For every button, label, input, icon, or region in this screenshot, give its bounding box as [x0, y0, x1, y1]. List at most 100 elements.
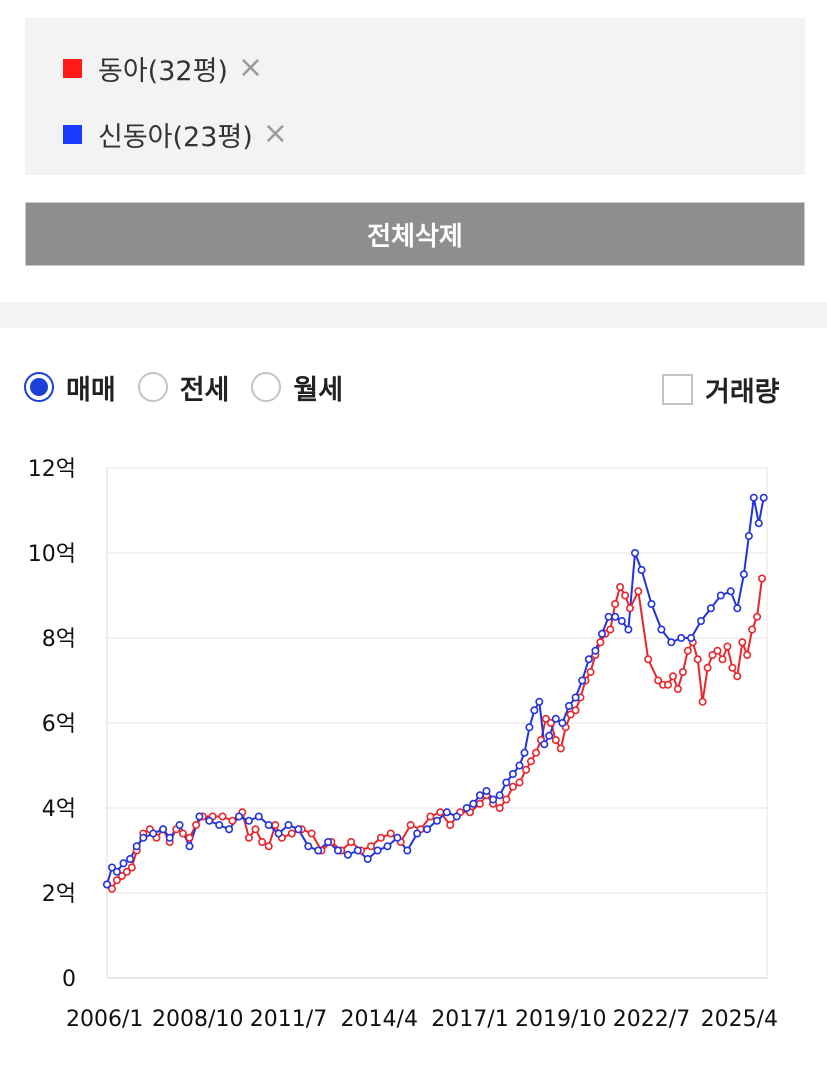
data-point[interactable]: [307, 829, 316, 838]
data-point[interactable]: [525, 723, 534, 732]
data-point[interactable]: [683, 646, 692, 655]
data-point[interactable]: [621, 591, 630, 600]
data-point[interactable]: [258, 837, 267, 846]
data-point[interactable]: [284, 820, 293, 829]
data-point[interactable]: [604, 612, 613, 621]
data-point[interactable]: [606, 625, 615, 634]
data-point[interactable]: [271, 820, 280, 829]
data-point[interactable]: [531, 748, 540, 757]
data-point[interactable]: [713, 646, 722, 655]
data-point[interactable]: [287, 829, 296, 838]
close-icon[interactable]: ×: [237, 50, 264, 85]
data-point[interactable]: [373, 846, 382, 855]
data-point[interactable]: [611, 599, 620, 608]
data-point[interactable]: [522, 765, 531, 774]
data-point[interactable]: [446, 820, 455, 829]
data-point[interactable]: [117, 871, 126, 880]
data-point[interactable]: [571, 693, 580, 702]
data-point[interactable]: [489, 795, 498, 804]
data-point[interactable]: [718, 655, 727, 664]
data-point[interactable]: [663, 680, 672, 689]
data-point[interactable]: [644, 655, 653, 664]
radio-unchecked-icon[interactable]: [137, 372, 168, 402]
data-point[interactable]: [698, 697, 707, 706]
radio-monthly-rent[interactable]: 월세: [251, 368, 343, 407]
data-point[interactable]: [452, 812, 461, 821]
data-point[interactable]: [515, 761, 524, 770]
data-point[interactable]: [696, 616, 705, 625]
data-point[interactable]: [442, 808, 451, 817]
data-point[interactable]: [647, 599, 656, 608]
data-point[interactable]: [546, 718, 555, 727]
data-point[interactable]: [165, 833, 174, 842]
data-point[interactable]: [551, 735, 560, 744]
data-point[interactable]: [175, 820, 184, 829]
data-point[interactable]: [347, 837, 356, 846]
checkbox-icon[interactable]: [662, 374, 693, 405]
volume-label[interactable]: 거래량: [705, 377, 780, 408]
data-point[interactable]: [657, 625, 666, 634]
data-point[interactable]: [127, 863, 136, 872]
data-point[interactable]: [112, 867, 121, 876]
data-point[interactable]: [753, 612, 762, 621]
data-point[interactable]: [673, 684, 682, 693]
data-point[interactable]: [235, 812, 244, 821]
data-point[interactable]: [733, 604, 742, 613]
data-point[interactable]: [668, 672, 677, 681]
data-point[interactable]: [596, 638, 605, 647]
data-point[interactable]: [149, 829, 158, 838]
data-point[interactable]: [244, 816, 253, 825]
data-point[interactable]: [616, 582, 625, 591]
data-point[interactable]: [637, 565, 646, 574]
data-point[interactable]: [475, 799, 484, 808]
data-point[interactable]: [185, 833, 194, 842]
data-point[interactable]: [413, 829, 422, 838]
data-point[interactable]: [343, 850, 352, 859]
data-point[interactable]: [733, 672, 742, 681]
data-point[interactable]: [749, 493, 758, 502]
data-point[interactable]: [739, 570, 748, 579]
data-point[interactable]: [520, 748, 529, 757]
data-point[interactable]: [541, 714, 550, 723]
data-point[interactable]: [744, 531, 753, 540]
data-point[interactable]: [132, 842, 141, 851]
data-point[interactable]: [462, 803, 471, 812]
data-point[interactable]: [432, 816, 441, 825]
data-point[interactable]: [564, 701, 573, 710]
data-point[interactable]: [215, 820, 224, 829]
data-point[interactable]: [748, 625, 757, 634]
radio-checked-icon[interactable]: [24, 372, 54, 402]
data-point[interactable]: [625, 604, 634, 613]
data-point[interactable]: [159, 825, 168, 834]
data-point[interactable]: [436, 808, 445, 817]
data-point[interactable]: [103, 880, 112, 889]
data-point[interactable]: [195, 812, 204, 821]
data-point[interactable]: [634, 587, 643, 596]
data-point[interactable]: [611, 612, 620, 621]
data-point[interactable]: [584, 655, 593, 664]
radio-unchecked-icon[interactable]: [251, 372, 282, 402]
data-point[interactable]: [495, 803, 504, 812]
data-point[interactable]: [578, 676, 587, 685]
radio-sale[interactable]: 매매: [24, 368, 116, 407]
data-point[interactable]: [426, 812, 435, 821]
data-point[interactable]: [366, 842, 375, 851]
data-point[interactable]: [566, 710, 575, 719]
data-point[interactable]: [716, 591, 725, 600]
data-point[interactable]: [264, 842, 273, 851]
data-point[interactable]: [403, 846, 412, 855]
data-point[interactable]: [726, 587, 735, 596]
data-point[interactable]: [743, 650, 752, 659]
data-point[interactable]: [112, 876, 121, 885]
data-point[interactable]: [723, 642, 732, 651]
data-point[interactable]: [667, 638, 676, 647]
radio-jeonse[interactable]: 전세: [137, 368, 229, 407]
data-point[interactable]: [108, 884, 117, 893]
data-point[interactable]: [244, 833, 253, 842]
data-point[interactable]: [759, 493, 768, 502]
data-point[interactable]: [274, 829, 283, 838]
data-point[interactable]: [225, 825, 234, 834]
data-point[interactable]: [126, 854, 135, 863]
data-point[interactable]: [571, 706, 580, 715]
data-point[interactable]: [687, 633, 696, 642]
